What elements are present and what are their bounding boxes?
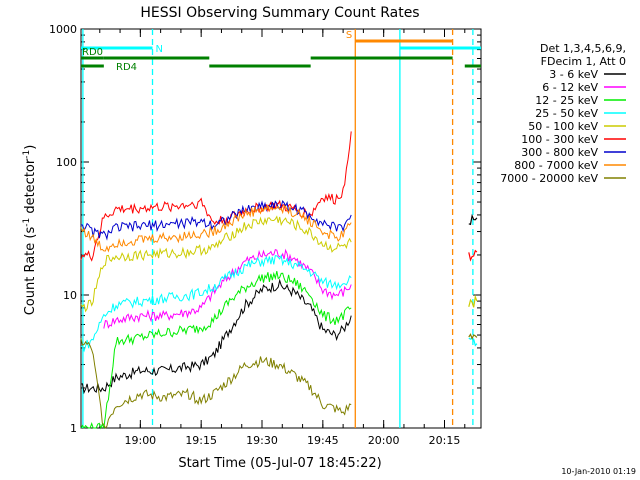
y-tick-label: 100 (56, 156, 77, 169)
legend-label: 12 - 25 keV (535, 94, 598, 107)
series-line-segment (468, 333, 478, 341)
series-line-segment (468, 249, 478, 262)
legend-label: 50 - 100 keV (528, 120, 598, 133)
state-bar-label: N (156, 44, 163, 55)
series-layer (80, 131, 478, 430)
series-line (80, 270, 352, 430)
state-bar-label: RD0 (82, 47, 103, 58)
series-line (80, 215, 352, 313)
legend-header-line-2: FDecim 1, Att 0 (541, 55, 626, 68)
x-tick-label: 19:00 (124, 434, 156, 447)
legend-label: 100 - 300 keV (521, 133, 598, 146)
x-tick-label: 19:45 (307, 434, 339, 447)
legend-label: 300 - 800 keV (521, 146, 598, 159)
spacecraft-state-lines (82, 29, 474, 428)
series-line-segment (468, 294, 478, 308)
x-axis: 19:00 19:15 19:30 19:45 20:00 20:15 (99, 29, 466, 447)
y-tick-label: 1 (70, 422, 77, 435)
series-line (80, 200, 352, 241)
legend: Det 1,3,4,5,6,9, FDecim 1, Att 0 3 - 6 k… (500, 42, 626, 185)
state-bar-label: RD4 (116, 62, 137, 73)
legend-label: 7000 - 20000 keV (500, 172, 598, 185)
y-tick-label: 10 (63, 289, 77, 302)
legend-label: 6 - 12 keV (542, 81, 598, 94)
legend-label: 800 - 7000 keV (514, 159, 598, 172)
series-line-segment (468, 213, 478, 226)
y-tick-label: 1000 (49, 23, 77, 36)
x-tick-label: 19:15 (185, 434, 217, 447)
x-tick-label: 19:30 (246, 434, 278, 447)
legend-header-line-1: Det 1,3,4,5,6,9, (540, 42, 626, 55)
series-line (103, 248, 352, 329)
legend-label: 3 - 6 keV (549, 68, 598, 81)
series-line (80, 254, 352, 353)
series-line (80, 278, 352, 395)
series-line-segment (468, 337, 478, 347)
state-bars: N S RD0 RD4 (81, 30, 481, 73)
legend-label: 25 - 50 keV (535, 107, 598, 120)
state-bar-label: S (346, 30, 352, 41)
y-axis: 1 10 100 1000 (49, 23, 481, 435)
series-line (80, 338, 352, 429)
footer-date: 10-Jan-2010 01:19 (561, 467, 636, 476)
series-line (80, 131, 352, 262)
x-axis-label: Start Time (05-Jul-07 18:45:22) (178, 456, 381, 471)
x-tick-label: 20:15 (429, 434, 461, 447)
chart-title: HESSI Observing Summary Count Rates (140, 5, 419, 21)
series-line (80, 203, 352, 253)
x-tick-label: 20:00 (368, 434, 400, 447)
y-axis-label: Count Rate (s-1 detector-1) (22, 145, 38, 316)
